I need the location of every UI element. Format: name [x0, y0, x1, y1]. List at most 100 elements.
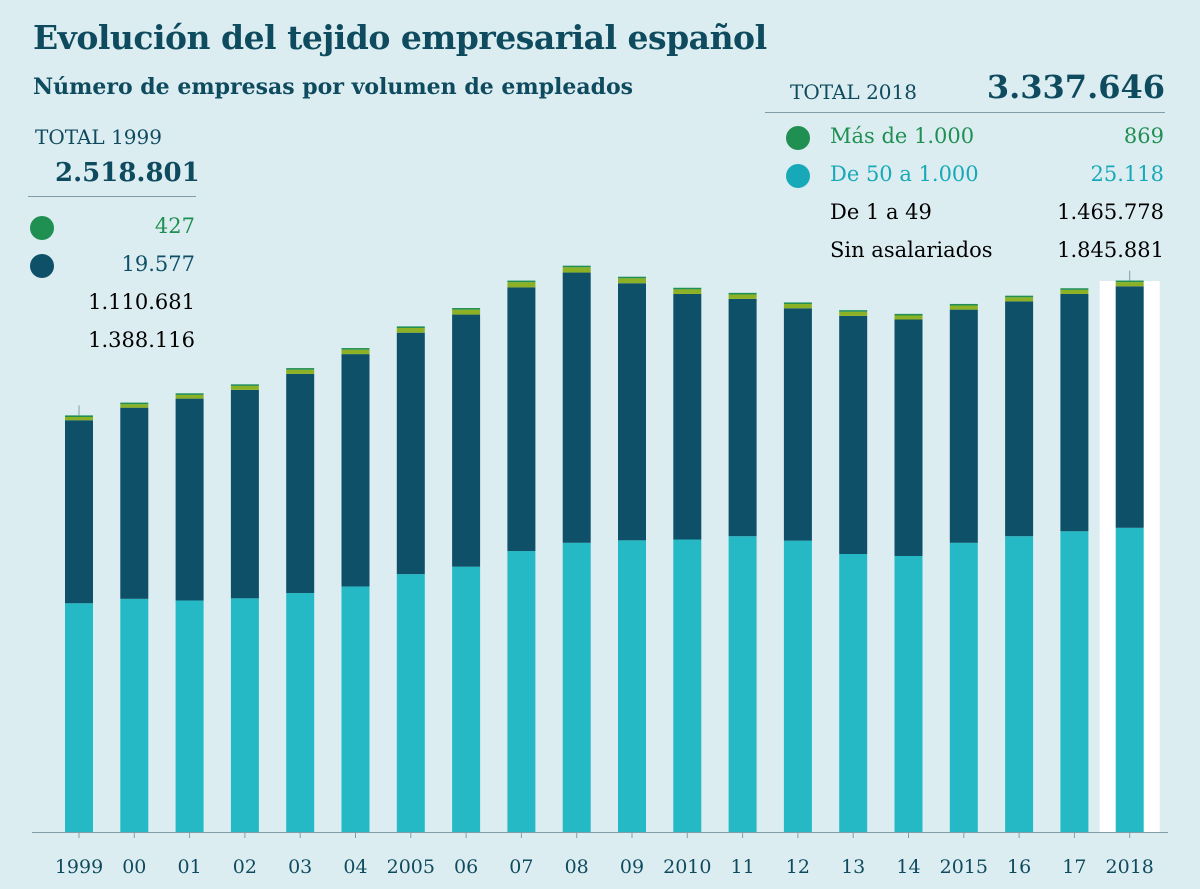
legend-2018-label: De 1 a 49	[830, 200, 932, 224]
bar-m-s-de-1-000-00	[120, 402, 149, 405]
bar-de-50-a-1-000-13	[839, 311, 868, 316]
legend-2018-label: Sin asalariados	[830, 238, 993, 262]
bar-de-1-a-49-08	[562, 272, 591, 543]
bar-sin-asalariados-01	[175, 600, 204, 832]
bar-de-50-a-1-000-2018	[1115, 282, 1144, 287]
total-2018-label: TOTAL 2018	[790, 80, 917, 104]
bar-sin-asalariados-00	[120, 598, 149, 832]
bar-de-1-a-49-17	[1060, 293, 1089, 532]
bar-m-s-de-1-000-02	[230, 384, 259, 386]
legend-dot-icon	[786, 164, 810, 188]
legend-1999-value: 427	[154, 214, 195, 238]
legend-1999-de-1-a-49: 1.110.681	[30, 290, 200, 320]
bar-m-s-de-1-000-12	[783, 302, 812, 305]
bar-sin-asalariados-2018	[1115, 527, 1144, 832]
x-tick-label: 2010	[663, 856, 711, 878]
x-tick-label: 04	[343, 856, 367, 878]
bar-sin-asalariados-09	[618, 540, 646, 832]
x-tick-label: 09	[620, 856, 644, 878]
x-tick-label: 16	[1007, 856, 1031, 878]
bar-sin-asalariados-06	[452, 566, 481, 832]
legend-1999-sin-asalariados: 1.388.116	[30, 328, 200, 358]
legend-2018-value: 1.465.778	[1057, 200, 1164, 224]
legend-1999-value: 1.388.116	[88, 328, 195, 352]
bar-de-1-a-49-1999	[65, 420, 93, 604]
bar-de-1-a-49-2018	[1115, 286, 1144, 528]
bar-sin-asalariados-12	[783, 540, 812, 832]
bar-m-s-de-1-000-11	[728, 292, 757, 295]
bar-m-s-de-1-000-2010	[673, 287, 702, 290]
bar-m-s-de-1-000-17	[1060, 288, 1089, 290]
x-tick-label: 11	[731, 856, 755, 878]
bar-m-s-de-1-000-13	[839, 310, 868, 312]
bar-de-50-a-1-000-2010	[673, 289, 702, 294]
bar-de-50-a-1-000-2015	[949, 305, 978, 310]
bar-m-s-de-1-000-2005	[396, 326, 425, 328]
bar-de-1-a-49-01	[175, 398, 204, 601]
legend-2018-label: Más de 1.000	[830, 124, 975, 148]
legend-2018-value: 1.845.881	[1057, 238, 1164, 262]
bar-de-50-a-1-000-07	[507, 282, 536, 288]
bar-de-50-a-1-000-03	[286, 369, 315, 374]
bar-m-s-de-1-000-2015	[949, 303, 978, 306]
bar-m-s-de-1-000-03	[286, 368, 315, 370]
bar-sin-asalariados-08	[562, 542, 591, 832]
legend-2018-label: De 50 a 1.000	[830, 162, 979, 186]
legend-2018-de-1-a-49: De 1 a 49 1.465.778	[786, 200, 1166, 230]
x-tick-label: 12	[786, 856, 810, 878]
bar-sin-asalariados-2010	[673, 539, 702, 832]
legend-dot-icon	[30, 216, 54, 240]
x-tick-label: 03	[288, 856, 312, 878]
bar-sin-asalariados-03	[286, 593, 315, 832]
bar-m-s-de-1-000-16	[1005, 295, 1034, 298]
bar-sin-asalariados-07	[507, 551, 536, 832]
legend-2018-sin-asalariados: Sin asalariados 1.845.881	[786, 238, 1166, 268]
bar-de-1-a-49-11	[728, 298, 757, 537]
legend-1999-value: 19.577	[121, 252, 195, 276]
bar-de-50-a-1-000-08	[562, 267, 591, 273]
bar-sin-asalariados-04	[341, 586, 370, 832]
bar-m-s-de-1-000-07	[507, 280, 536, 283]
bar-sin-asalariados-14	[894, 555, 923, 832]
bar-de-1-a-49-13	[839, 315, 868, 555]
bar-sin-asalariados-1999	[65, 603, 93, 832]
legend-2018-value: 869	[1123, 124, 1164, 148]
bar-de-1-a-49-2005	[396, 332, 425, 575]
x-tick-label: 02	[233, 856, 257, 878]
bar-m-s-de-1-000-01	[175, 393, 204, 395]
bar-de-50-a-1-000-14	[894, 315, 923, 320]
bar-sin-asalariados-02	[230, 598, 259, 832]
bar-sin-asalariados-16	[1005, 536, 1034, 832]
bar-de-50-a-1-000-02	[230, 385, 259, 390]
legend-1999-de-50-a-1000: 19.577	[30, 252, 200, 282]
bar-m-s-de-1-000-1999	[65, 415, 93, 418]
x-tick-label: 17	[1062, 856, 1086, 878]
bar-de-50-a-1-000-01	[175, 394, 204, 399]
total-1999-value: 2.518.801	[55, 158, 200, 188]
total-1999-divider	[28, 196, 196, 197]
bar-de-50-a-1-000-17	[1060, 289, 1089, 294]
bar-de-50-a-1-000-06	[452, 309, 481, 315]
bar-de-1-a-49-16	[1005, 301, 1034, 537]
bar-de-50-a-1-000-00	[120, 404, 149, 408]
bar-de-50-a-1-000-2005	[396, 327, 425, 333]
legend-1999-mas-de-1000: 427	[30, 214, 200, 244]
x-tick-label: 00	[122, 856, 146, 878]
bar-de-1-a-49-09	[618, 283, 646, 541]
bar-de-1-a-49-14	[894, 319, 923, 556]
bar-de-50-a-1-000-16	[1005, 297, 1034, 302]
legend-1999-value: 1.110.681	[88, 290, 195, 314]
bar-m-s-de-1-000-04	[341, 348, 370, 350]
bar-sin-asalariados-2005	[396, 574, 425, 832]
bar-m-s-de-1-000-14	[894, 313, 923, 316]
bar-sin-asalariados-13	[839, 554, 868, 832]
bar-de-1-a-49-12	[783, 308, 812, 541]
bar-de-50-a-1-000-12	[783, 304, 812, 309]
x-tick-label: 1999	[55, 856, 103, 878]
total-2018-value: 3.337.646	[986, 68, 1165, 106]
bar-de-1-a-49-00	[120, 407, 149, 599]
bar-de-50-a-1-000-1999	[65, 417, 93, 421]
bar-de-1-a-49-03	[286, 373, 315, 594]
bar-m-s-de-1-000-09	[618, 276, 646, 279]
